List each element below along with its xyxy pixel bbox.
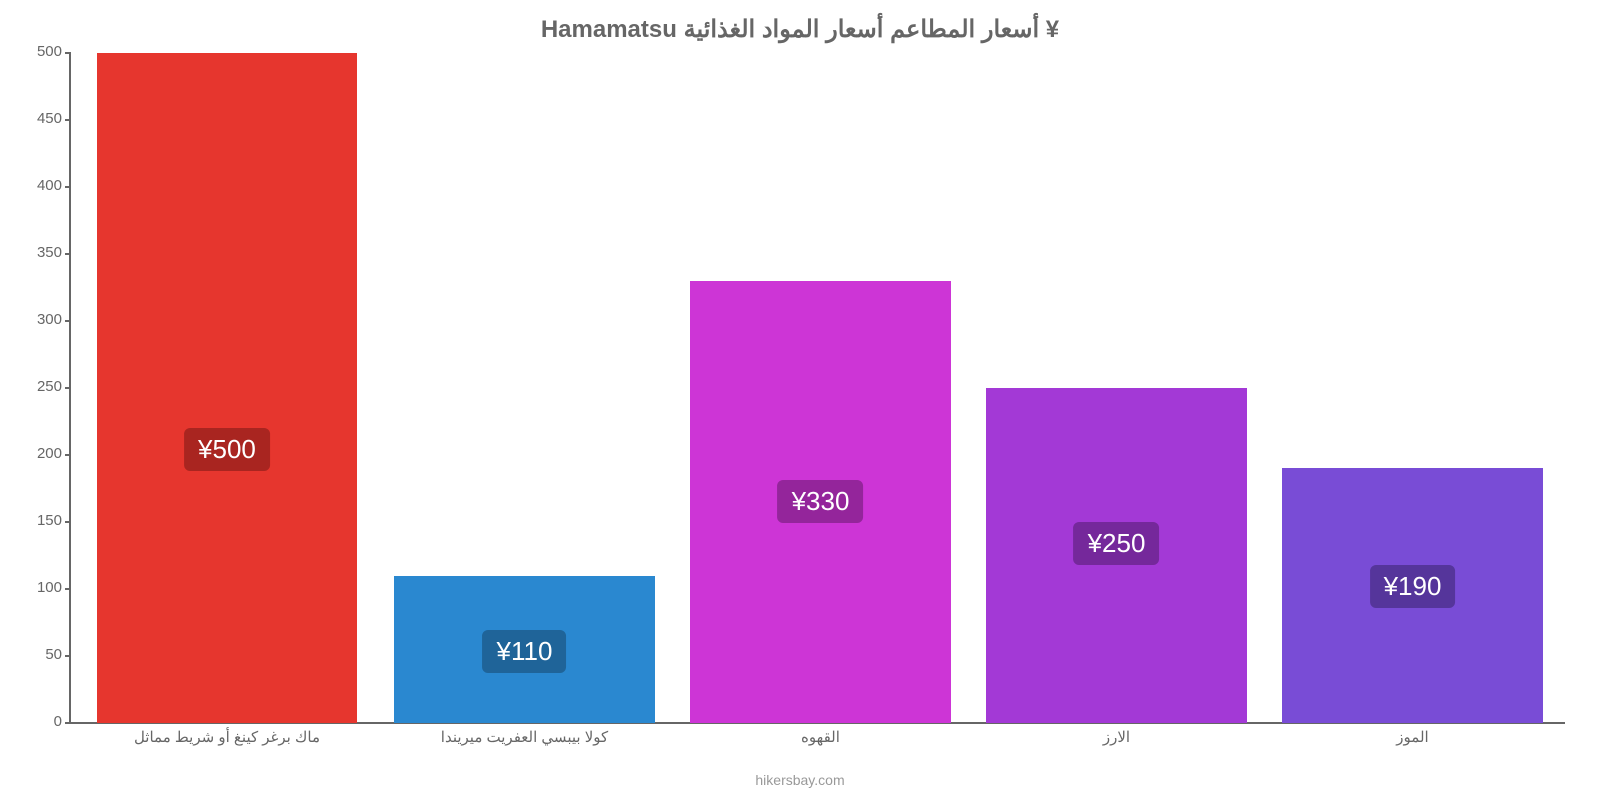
bar-value-label: ¥190 [1370, 565, 1456, 608]
x-axis-label: الارز [1103, 728, 1130, 746]
bar-value-label: ¥110 [483, 630, 567, 673]
bar: ¥500 [97, 53, 357, 723]
x-axis-label: ماك برغر كينغ أو شريط مماثل [134, 728, 320, 746]
bar: ¥330 [690, 281, 950, 723]
x-axis-label: الموز [1396, 728, 1428, 746]
y-tick-label: 50 [20, 646, 62, 663]
y-tick-label: 200 [20, 445, 62, 462]
bar-value-label: ¥330 [778, 480, 864, 523]
bar: ¥110 [394, 576, 654, 723]
y-tick-label: 400 [20, 177, 62, 194]
x-axis-label: القهوه [801, 728, 840, 746]
x-axis-label: كولا بيبسي العفريت ميريندا [441, 728, 608, 746]
y-tick-label: 350 [20, 244, 62, 261]
y-tick-label: 150 [20, 512, 62, 529]
y-tick-label: 0 [20, 713, 62, 730]
y-tick-label: 100 [20, 579, 62, 596]
y-tick-label: 450 [20, 110, 62, 127]
bar: ¥250 [986, 388, 1246, 723]
y-tick-label: 300 [20, 311, 62, 328]
bars-container: ¥500 ¥110 ¥330 ¥250 ¥190 [70, 53, 1565, 723]
attribution: hikersbay.com [0, 772, 1600, 788]
bar-value-label: ¥500 [184, 428, 270, 471]
chart-plot-area: 050100150200250300350400450500 ¥500¥110¥… [70, 53, 1565, 723]
y-tick-label: 500 [20, 43, 62, 60]
chart-title: Hamamatsu أسعار المطاعم أسعار المواد الغ… [0, 0, 1600, 44]
y-tick-label: 250 [20, 378, 62, 395]
bar: ¥190 [1282, 468, 1542, 723]
bar-value-label: ¥250 [1074, 522, 1160, 565]
x-axis-labels: ماك برغر كينغ أو شريط مماثل كولا بيبسي ال… [70, 728, 1565, 758]
